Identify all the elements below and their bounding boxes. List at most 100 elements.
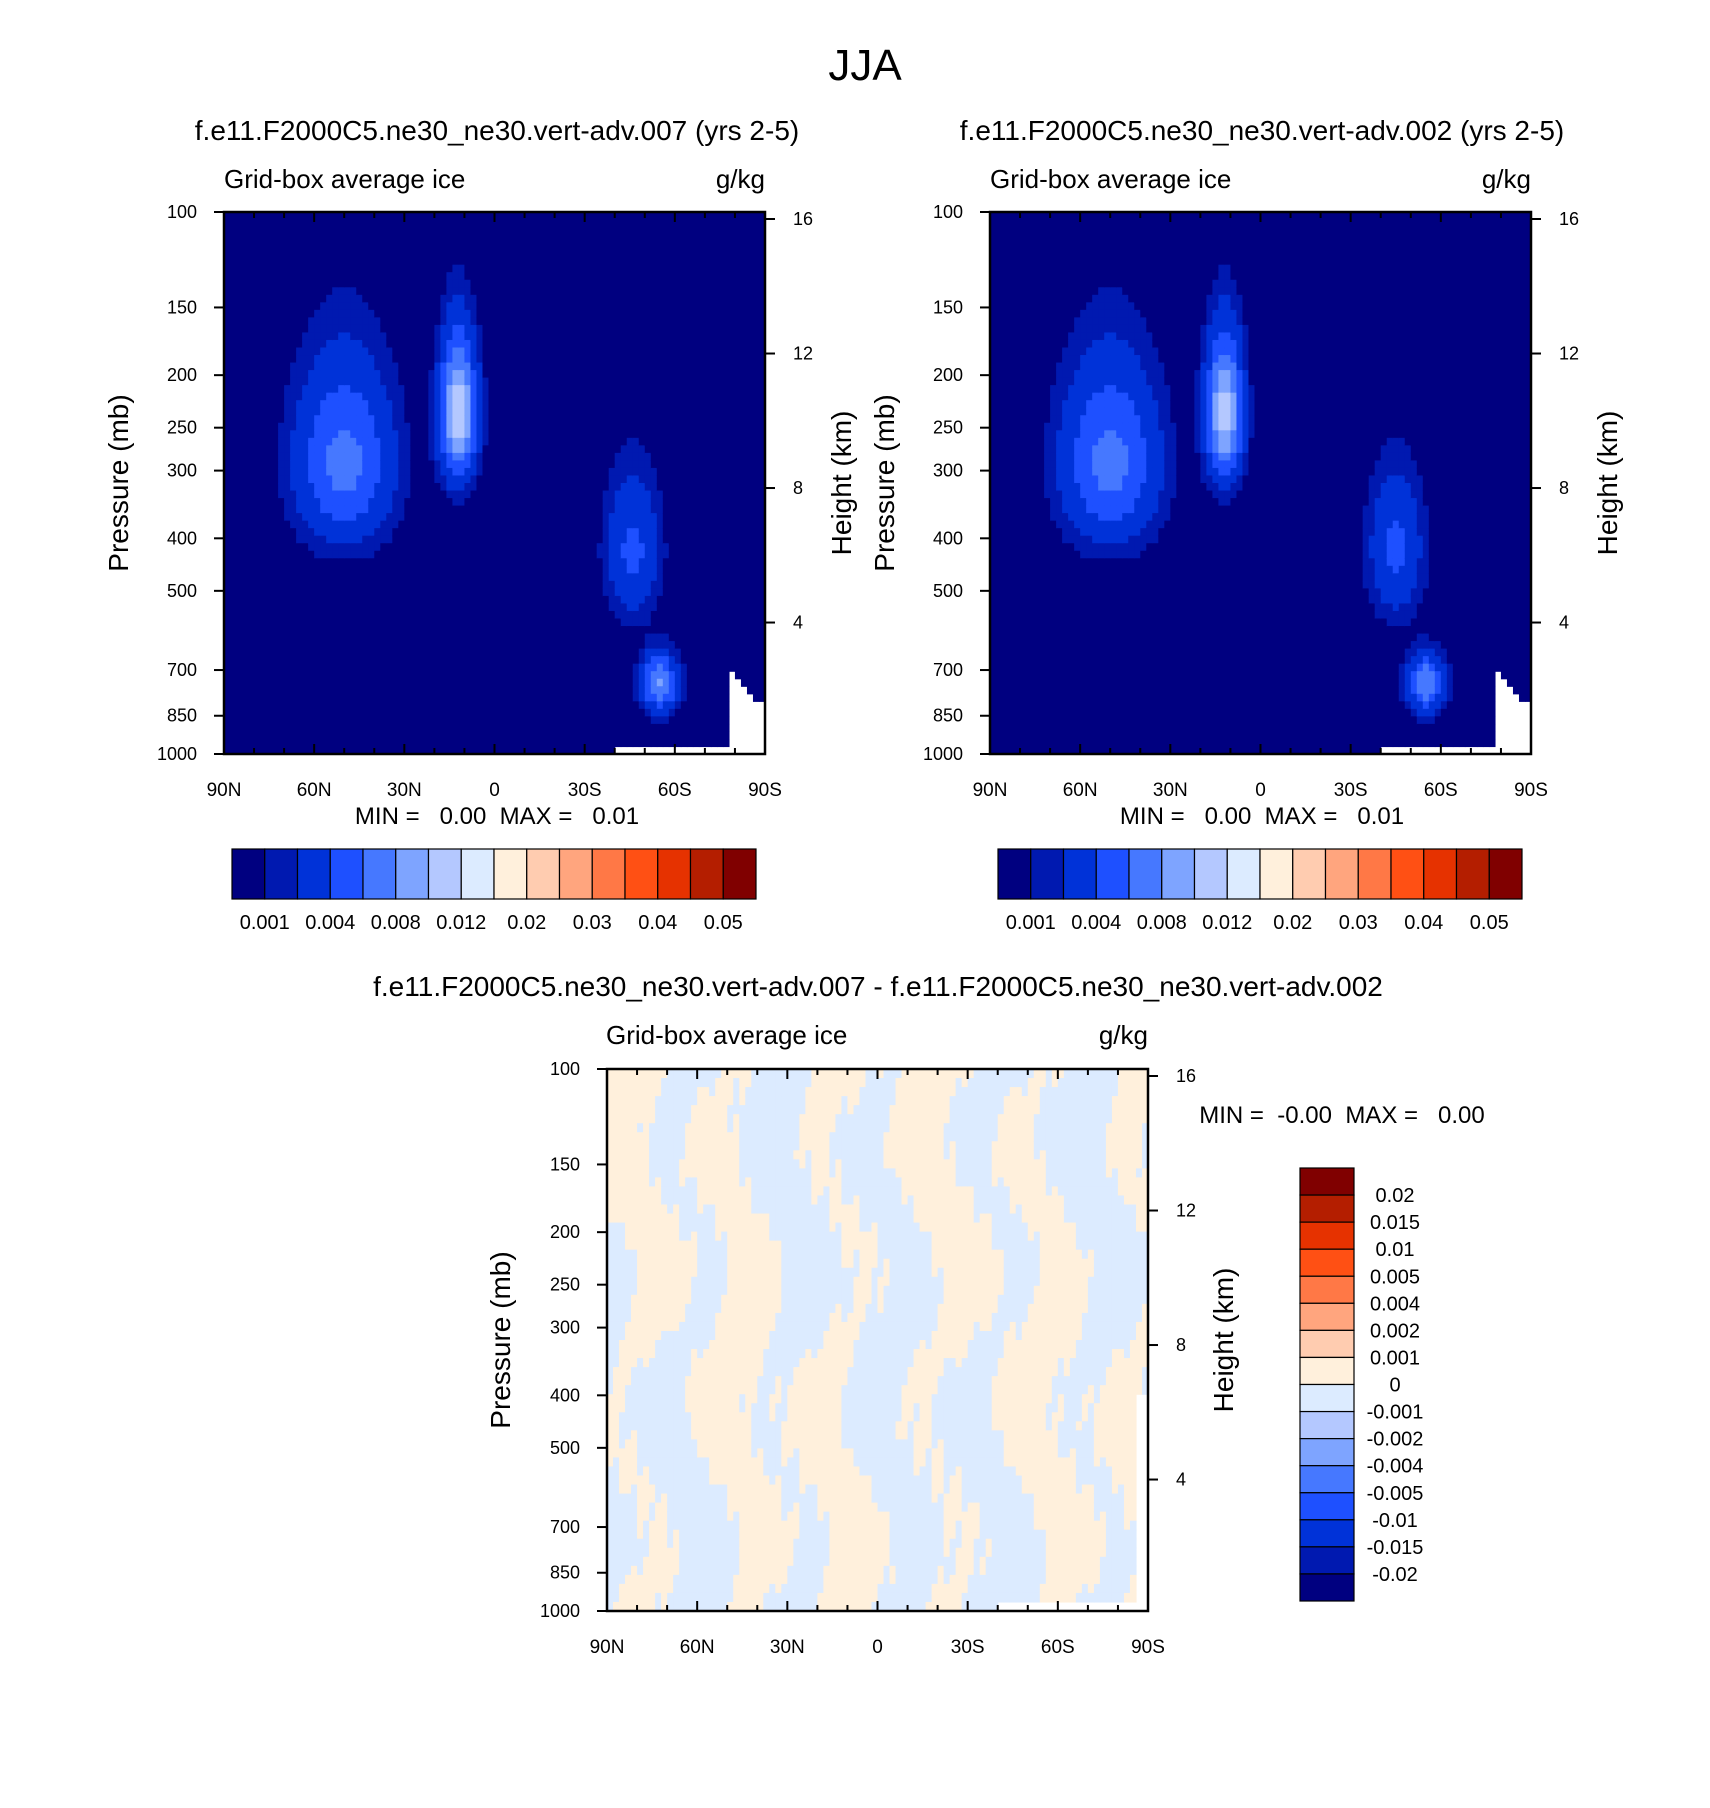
contour-cell [308,686,315,695]
contour-cell [350,490,357,499]
contour-cell [260,467,267,477]
contour-cell [386,618,393,627]
contour-cell [386,656,393,665]
contour-cell [338,543,345,552]
contour-cell [368,738,375,748]
contour-cell [560,219,568,228]
contour-cell [236,212,243,221]
contour-cell [512,738,520,748]
contour-cell [314,498,321,507]
contour-cell [302,302,309,311]
contour-cell [506,543,514,552]
contour-cell [452,249,460,258]
contour-cell [266,445,273,454]
contour-cell [278,219,285,228]
contour-cell [320,460,327,469]
contour-cell [536,415,544,424]
contour-cell [548,686,556,695]
contour-cell [494,671,502,680]
contour-cell [338,309,345,318]
contour-cell [404,355,411,364]
contour-cell [440,339,448,349]
contour-cell [488,437,496,446]
contour-cell [356,422,363,431]
contour-cell [380,272,387,281]
contour-cell [338,648,345,657]
contour-cell [416,663,423,672]
contour-cell [458,663,466,672]
contour-cell [614,362,622,371]
contour-cell [266,400,273,409]
contour-cell [572,377,580,386]
contour-cell [566,656,574,665]
contour-cell [548,671,556,680]
contour-cell [266,249,273,258]
contour-cell [488,309,496,318]
contour-cell [254,498,261,507]
contour-cell [482,234,490,243]
contour-cell [398,648,405,657]
contour-cell [314,490,321,499]
contour-cell [572,520,580,529]
contour-cell [314,701,321,710]
contour-cell [350,498,357,507]
contour-cell [308,678,315,687]
contour-cell [506,287,514,296]
contour-cell [434,513,441,522]
contour-cell [350,520,357,529]
contour-cell [314,738,321,748]
contour-cell [548,422,556,431]
contour-cell [566,272,574,281]
contour-cell [314,467,321,477]
contour-cell [332,422,339,431]
panel-units-label: g/kg [716,164,765,194]
contour-cell [452,445,460,454]
contour-cell [548,392,556,401]
contour-cell [566,618,574,627]
contour-cell [476,626,484,635]
contour-cell [422,513,429,522]
contour-cell [452,648,460,657]
contour-cell [248,437,255,446]
contour-cell [260,626,267,635]
contour-cell [458,272,466,281]
contour-cell [452,227,460,236]
contour-cell [434,520,441,529]
contour-cell [290,219,297,228]
contour-cell [386,460,393,469]
contour-cell [386,302,393,311]
contour-cell [308,234,315,243]
contour-cell [320,309,327,318]
contour-cell [488,498,496,507]
contour-cell [548,550,556,559]
contour-cell [344,550,351,559]
contour-cell [350,264,357,273]
contour-cell [620,543,628,552]
contour-cell [272,370,279,379]
contour-cell [296,693,303,702]
contour-cell [608,332,616,341]
contour-cell [494,595,502,605]
contour-cell [338,279,345,288]
contour-cell [614,678,622,687]
contour-cell [584,716,592,725]
contour-cell [500,234,508,243]
contour-cell [380,234,387,243]
contour-cell [548,475,556,484]
contour-cell [596,708,604,717]
contour-cell [524,370,532,379]
contour-cell [470,452,478,462]
contour-cell [404,708,411,717]
contour-cell [464,272,472,281]
contour-cell [362,257,369,266]
contour-cell [560,445,568,454]
contour-cell [572,641,580,650]
contour-cell [266,573,273,582]
contour-cell [482,242,490,251]
contour-cell [440,648,448,657]
contour-cell [374,633,381,642]
contour-cell [524,671,532,680]
contour-cell [626,264,634,273]
contour-cell [326,377,333,386]
contour-cell [380,550,387,559]
